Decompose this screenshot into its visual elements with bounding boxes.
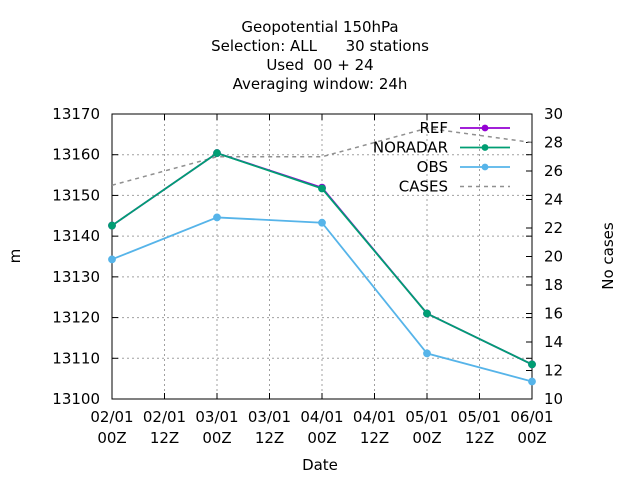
- x-axis-label: Date: [302, 456, 338, 474]
- series-line-cases: [111, 127, 533, 186]
- data-point-noradar: [318, 184, 326, 193]
- y2-tick-label: 28: [544, 134, 563, 152]
- data-point-obs: [423, 349, 431, 358]
- y2-tick-label: 18: [544, 276, 563, 294]
- y2-tick-label: 16: [544, 305, 563, 323]
- legend-label-cases: CASES: [399, 178, 448, 196]
- y2-tick-label: 30: [544, 105, 563, 123]
- x-axis-ticks: 02/01 00Z 02/01 12Z 03/01 00Z 03/01 12Z 04/01 00Z…: [90, 114, 554, 447]
- x-tick-label-hour: 00Z: [412, 429, 441, 447]
- y2-tick-label: 20: [544, 248, 563, 266]
- x-tick-label-hour: 12Z: [465, 429, 494, 447]
- y-axis-label: m: [6, 249, 24, 264]
- y-tick-label: 13160: [52, 146, 100, 164]
- x-tick-label-day: 03/01: [248, 408, 291, 426]
- x-tick-label-day: 04/01: [300, 408, 343, 426]
- y-tick-label: 13120: [52, 309, 100, 327]
- x-tick-label-hour: 12Z: [255, 429, 284, 447]
- legend-marker-noradar: [481, 144, 489, 151]
- y-tick-label: 13110: [52, 349, 100, 367]
- legend-label-ref: REF: [419, 119, 448, 137]
- data-point-noradar: [528, 360, 536, 369]
- x-tick-label-hour: 12Z: [150, 429, 179, 447]
- y-tick-label: 13100: [52, 390, 100, 408]
- x-tick-label-day: 02/01: [90, 408, 133, 426]
- x-tick-label-day: 06/01: [510, 408, 553, 426]
- title-line-4: Averaging window: 24h: [233, 75, 408, 93]
- legend-label-obs: OBS: [417, 158, 448, 176]
- y2-tick-label: 26: [544, 162, 563, 180]
- data-point-noradar: [108, 221, 116, 230]
- y-tick-label: 13170: [52, 105, 100, 123]
- x-tick-label-hour: 00Z: [202, 429, 231, 447]
- data-point-obs: [528, 377, 536, 386]
- x-tick-label-hour: 00Z: [97, 429, 126, 447]
- grid: [112, 114, 532, 399]
- x-tick-label-day: 05/01: [458, 408, 501, 426]
- data-point-noradar: [423, 309, 431, 318]
- legend-marker-ref: [481, 124, 489, 132]
- y-tick-label: 13140: [52, 227, 100, 245]
- series: [108, 127, 536, 386]
- data-point-obs: [213, 213, 221, 222]
- x-tick-label-day: 02/01: [143, 408, 186, 426]
- title-line-2: Selection: ALL 30 stations: [211, 37, 429, 55]
- x-tick-label-hour: 12Z: [360, 429, 389, 447]
- legend-label-noradar: NORADAR: [373, 139, 448, 157]
- title-line-3: Used 00 + 24: [266, 56, 373, 74]
- x-tick-label-hour: 00Z: [307, 429, 336, 447]
- y2-tick-label: 24: [544, 191, 563, 209]
- data-point-obs: [108, 255, 116, 264]
- x-tick-label-day: 04/01: [353, 408, 396, 426]
- data-point-noradar: [213, 149, 221, 157]
- y2-axis-ticks: 10 12 14 16 18 20 22 24 26 28 30: [526, 105, 563, 408]
- legend-marker-obs: [481, 163, 489, 171]
- plot-frame: [111, 113, 533, 400]
- y2-tick-label: 22: [544, 219, 563, 237]
- x-tick-label-day: 05/01: [405, 408, 448, 426]
- x-tick-label-hour: 00Z: [517, 429, 546, 447]
- y-axis-ticks: 13100 13110 13120 13130 13140 13150 13160 13170: [52, 105, 532, 408]
- title-line-1: Geopotential 150hPa: [241, 18, 398, 36]
- data-point-obs: [318, 218, 326, 227]
- y2-axis-label: No cases: [599, 222, 617, 290]
- y2-tick-label: 10: [544, 390, 563, 408]
- x-tick-label-day: 03/01: [195, 408, 238, 426]
- y2-tick-label: 12: [544, 362, 563, 380]
- y-tick-label: 13150: [52, 186, 100, 204]
- y-tick-label: 13130: [52, 268, 100, 286]
- y2-tick-label: 14: [544, 333, 563, 351]
